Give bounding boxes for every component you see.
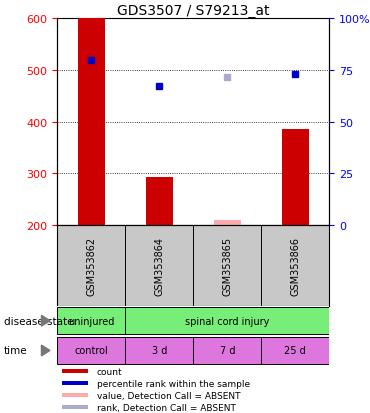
Text: control: control: [74, 346, 108, 356]
Bar: [125, 308, 329, 334]
Bar: [193, 337, 261, 364]
Text: uninjured: uninjured: [68, 316, 115, 326]
Title: GDS3507 / S79213_at: GDS3507 / S79213_at: [117, 4, 270, 18]
Text: rank, Detection Call = ABSENT: rank, Detection Call = ABSENT: [97, 403, 236, 411]
Text: GSM353865: GSM353865: [222, 236, 232, 295]
Bar: [62, 405, 88, 409]
Bar: [261, 337, 329, 364]
Bar: [125, 337, 193, 364]
Text: GSM353866: GSM353866: [290, 236, 300, 295]
Bar: [62, 393, 88, 397]
Bar: [214, 220, 241, 225]
Text: 3 d: 3 d: [152, 346, 167, 356]
Bar: [62, 381, 88, 385]
Text: GSM353864: GSM353864: [154, 236, 164, 295]
Text: value, Detection Call = ABSENT: value, Detection Call = ABSENT: [97, 391, 240, 400]
Text: percentile rank within the sample: percentile rank within the sample: [97, 379, 250, 388]
Text: 7 d: 7 d: [219, 346, 235, 356]
Bar: [57, 308, 125, 334]
Text: spinal cord injury: spinal cord injury: [185, 316, 269, 326]
Bar: [282, 130, 309, 225]
Text: count: count: [97, 367, 122, 376]
Bar: [78, 19, 105, 225]
Text: GSM353862: GSM353862: [86, 236, 96, 295]
Text: 25 d: 25 d: [285, 346, 306, 356]
Bar: [62, 369, 88, 374]
Text: disease state: disease state: [4, 316, 73, 326]
Bar: [146, 178, 173, 225]
Bar: [57, 337, 125, 364]
Text: time: time: [4, 346, 27, 356]
